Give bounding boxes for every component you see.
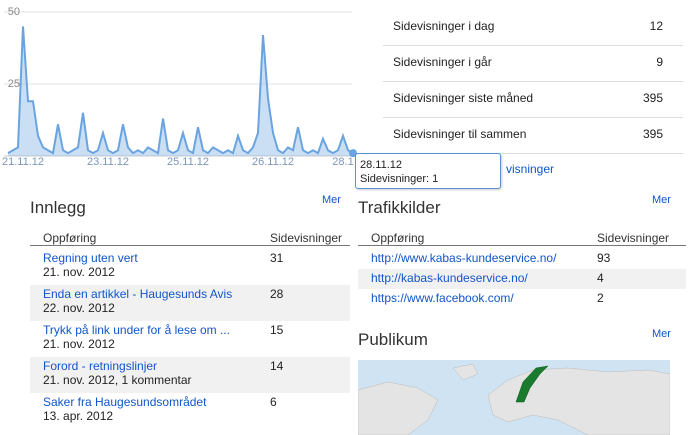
row-divider	[383, 117, 683, 118]
row-divider	[383, 153, 683, 154]
tooltip-title: 28.11.12	[360, 159, 403, 171]
table-row	[358, 249, 686, 269]
row-value: 93	[597, 251, 611, 265]
stat-value: 9	[656, 55, 663, 69]
line	[7, 26, 354, 155]
table-row	[30, 285, 350, 321]
tooltip-text: Sidevisninger: 1	[360, 173, 439, 185]
row-link[interactable]: Trykk på link under for å lese om ...	[43, 323, 230, 337]
table-row	[358, 289, 686, 309]
table-row	[30, 393, 350, 429]
more-link[interactable]: Mer	[322, 194, 341, 206]
x-tick-label: 28.1	[332, 156, 353, 168]
stat-label: Sidevisninger i dag	[393, 19, 495, 33]
stat-value: 395	[642, 91, 663, 105]
row-link[interactable]: http://kabas-kundeservice.no/	[371, 271, 528, 285]
stat-value: 395	[642, 127, 663, 141]
x-tick-label: 21.11.12	[2, 156, 44, 168]
more-link[interactable]: Mer	[652, 194, 671, 206]
row-date: 13. apr. 2012	[43, 409, 114, 423]
y-tick-label: 25	[8, 78, 20, 90]
section-title: Publikum	[358, 330, 428, 349]
table-row	[30, 321, 350, 357]
tooltip: 28.11.12 Sidevisninger: 1	[355, 153, 501, 189]
x-tick-label: 25.11.12	[167, 156, 209, 168]
x-tick-label: 23.11.12	[87, 156, 129, 168]
stat-label: Sidevisninger til sammen	[393, 127, 527, 141]
row-link[interactable]: Saker fra Haugesundsområdet	[43, 395, 207, 409]
row-value: 4	[597, 271, 604, 285]
row-divider	[383, 81, 683, 82]
chart: 25 50 21.11.12 23.11.12 25.11.12 26.11.12 28.1	[2, 6, 357, 168]
row-date: 21. nov. 2012	[43, 265, 115, 279]
more-link[interactable]: Mer	[652, 328, 671, 340]
table-row	[358, 269, 686, 289]
stat-label: Sidevisninger siste måned	[393, 91, 534, 105]
world-map	[358, 360, 670, 435]
header-row	[358, 226, 686, 246]
row-link[interactable]: Forord - retningslinjer	[43, 359, 158, 373]
row-value: 28	[270, 287, 284, 301]
stat-value: 12	[649, 19, 663, 33]
row-value: 6	[270, 395, 277, 409]
header-cell: Oppføring	[43, 231, 97, 245]
row-value: 15	[270, 323, 284, 337]
row-date: 21. nov. 2012, 1 kommentar	[43, 373, 192, 387]
row-value: 14	[270, 359, 284, 373]
row-value: 2	[597, 291, 604, 305]
stat-label: Sidevisninger i går	[393, 55, 492, 69]
stats-link[interactable]: visninger	[506, 162, 555, 176]
row-date: 22. nov. 2012	[43, 301, 115, 315]
row-value: 31	[270, 251, 284, 265]
section-title: Innlegg	[30, 198, 86, 217]
area	[8, 26, 353, 157]
row-date: 21. nov. 2012	[43, 337, 115, 351]
row-link[interactable]: Enda en artikkel - Haugesunds Avis	[43, 287, 233, 301]
header-cell: Sidevisninger	[270, 231, 343, 245]
header-cell: Oppføring	[371, 231, 425, 245]
x-tick-label: 26.11.12	[252, 156, 294, 168]
row-divider	[383, 45, 683, 46]
table-row	[30, 357, 350, 393]
row-link[interactable]: https://www.facebook.com/	[371, 291, 514, 305]
y-tick-label: 50	[8, 6, 20, 18]
header-cell: Sidevisninger	[597, 231, 670, 245]
header-row	[30, 226, 350, 246]
table-row	[30, 249, 350, 285]
row-link[interactable]: http://www.kabas-kundeservice.no/	[371, 251, 557, 265]
section-title: Trafikkilder	[358, 198, 441, 217]
row-link[interactable]: Regning uten vert	[43, 251, 138, 265]
